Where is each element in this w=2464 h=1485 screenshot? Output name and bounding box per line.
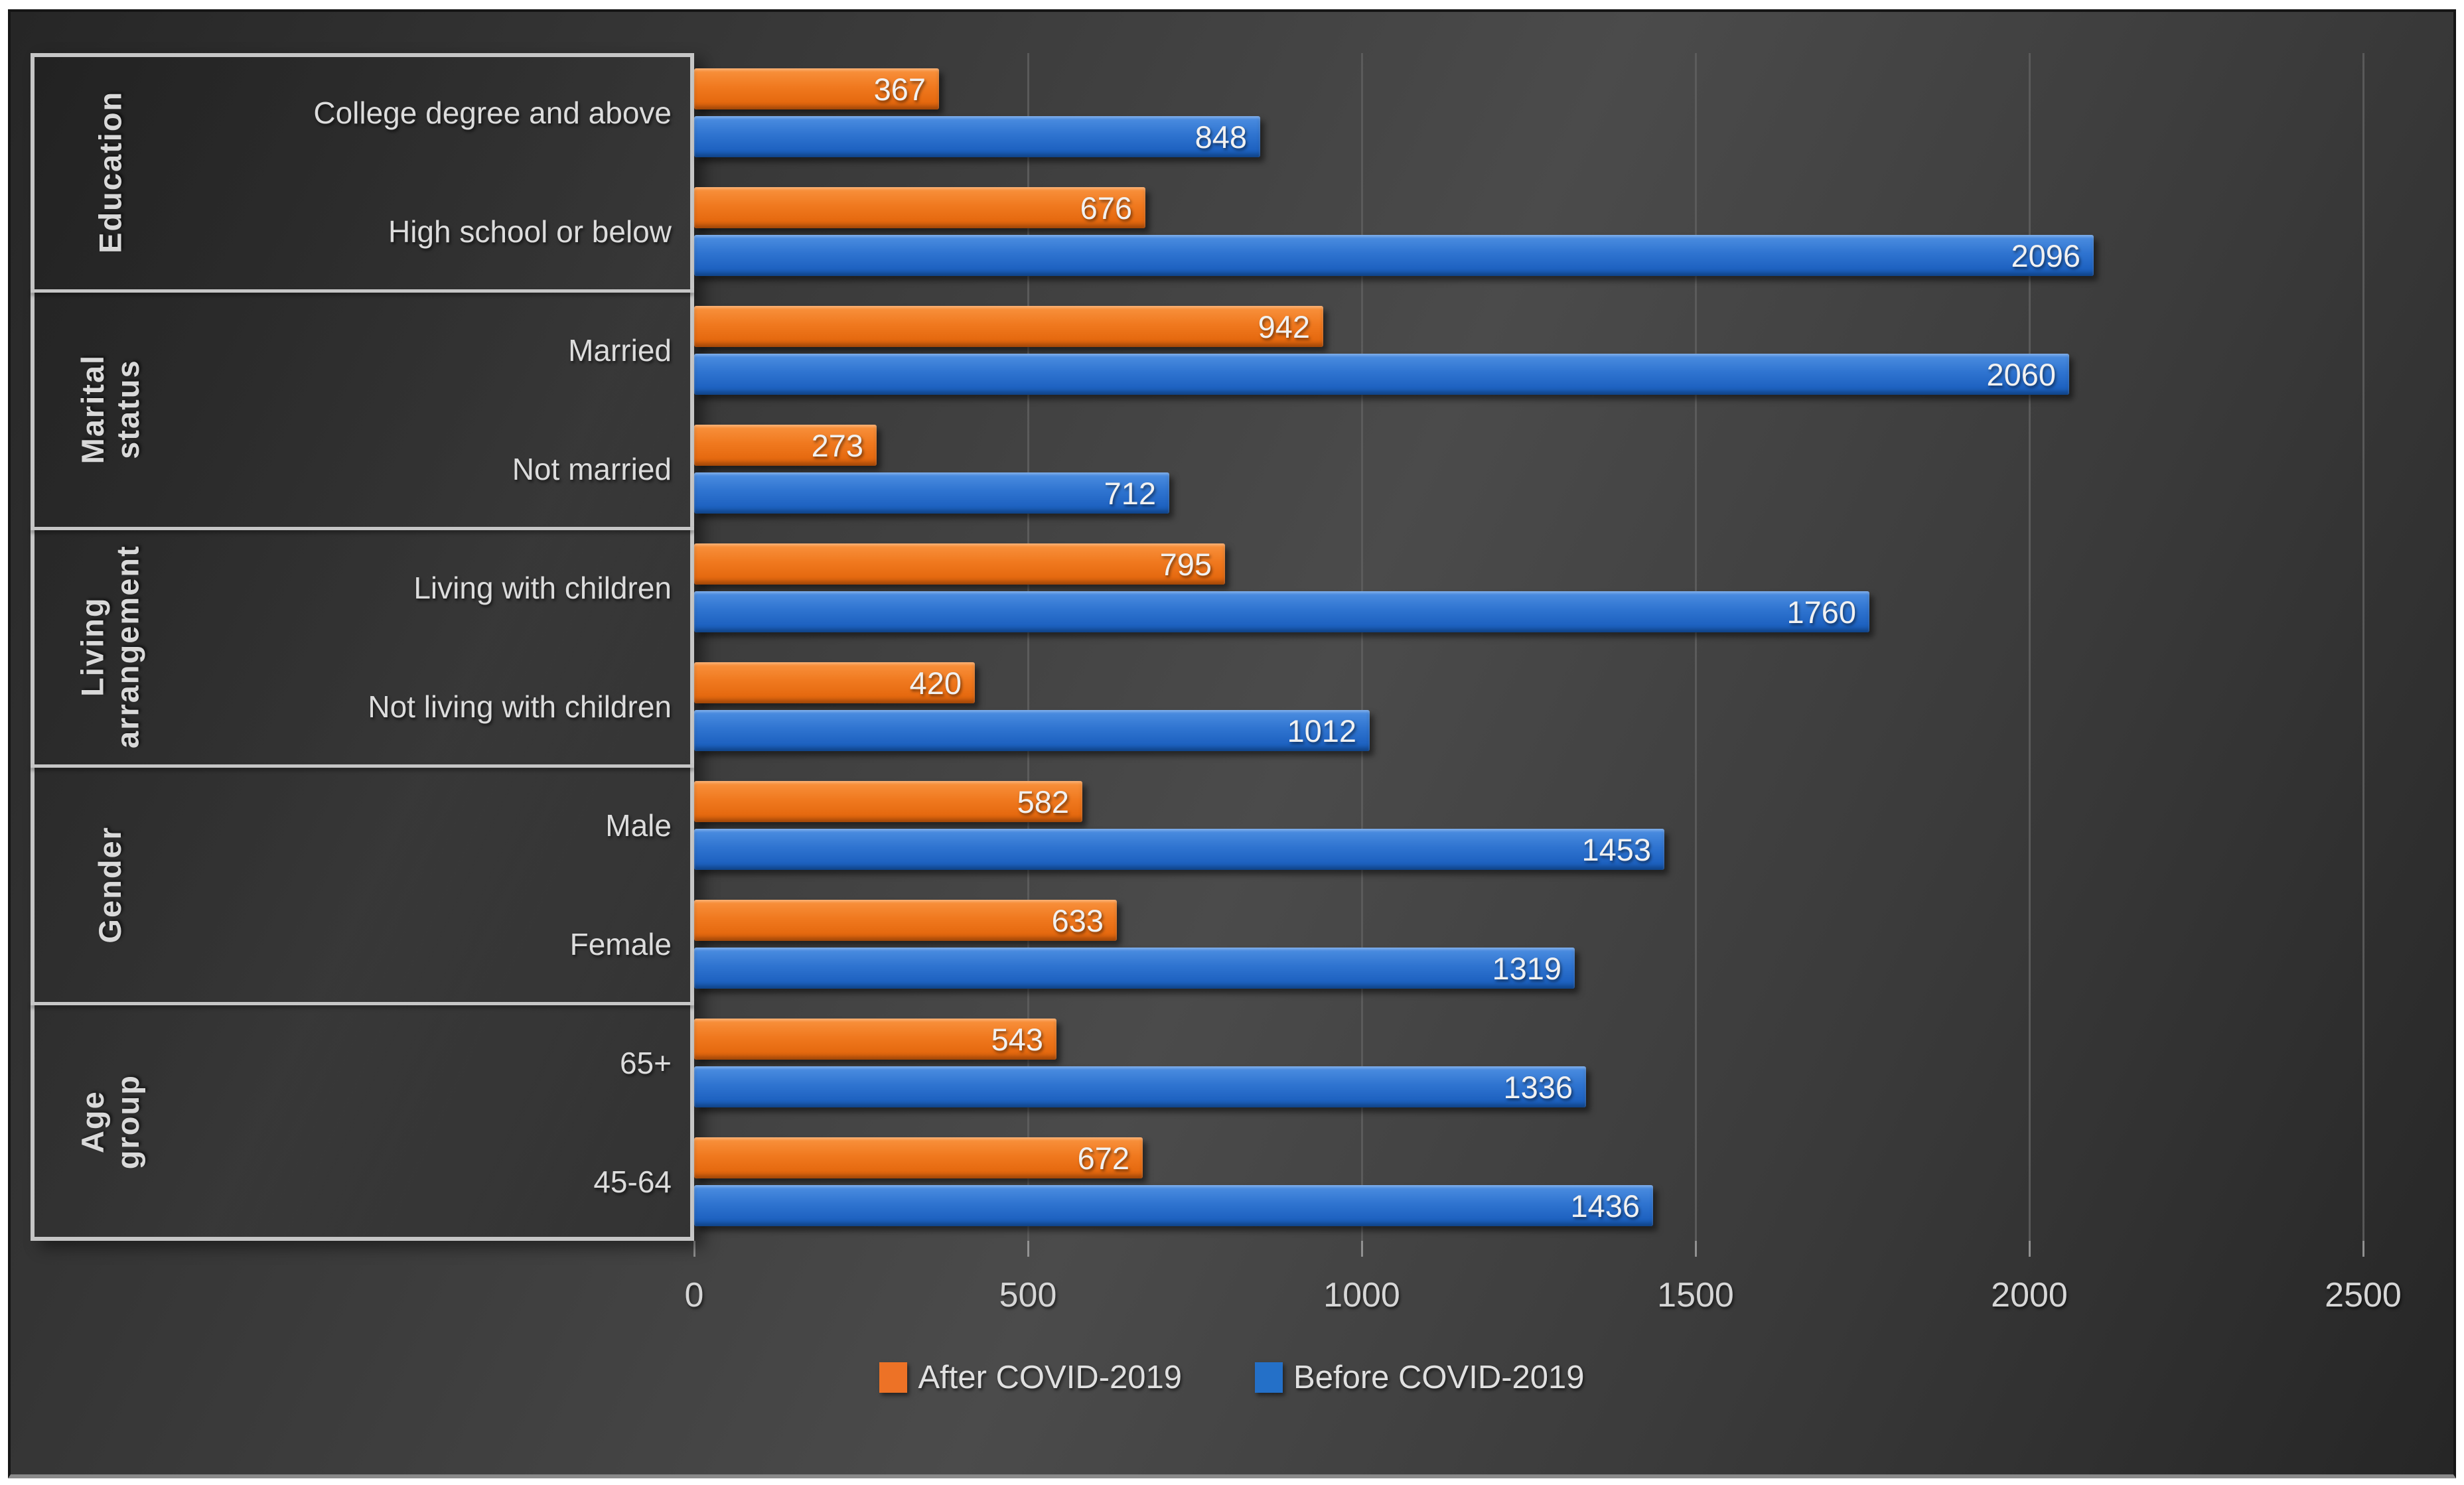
x-axis-tick-1000 bbox=[1361, 1241, 1363, 1257]
category-label: Not living with children bbox=[368, 689, 672, 724]
bar-value-label: 582 bbox=[1017, 784, 1069, 819]
gridline-2000 bbox=[2029, 53, 2031, 1241]
legend: After COVID-2019 Before COVID-2019 bbox=[11, 1359, 2453, 1396]
bar-value-label: 543 bbox=[991, 1021, 1043, 1057]
bar-before: 2060 bbox=[694, 354, 2069, 395]
bar-value-label: 1436 bbox=[1570, 1188, 1640, 1224]
group-label-3: Gender bbox=[92, 825, 128, 944]
gridline-1500 bbox=[1695, 53, 1697, 1241]
category-panel bbox=[31, 53, 694, 1241]
x-axis-tick-2500 bbox=[2362, 1241, 2364, 1257]
bar-value-label: 1012 bbox=[1287, 713, 1356, 748]
group-label-2: Living arrangement bbox=[74, 545, 145, 749]
group-label-0: Education bbox=[92, 90, 128, 253]
x-axis-tick-label-2500: 2500 bbox=[2325, 1276, 2402, 1314]
bar-value-label: 848 bbox=[1195, 119, 1247, 155]
group-label-cell: Living arrangement bbox=[36, 528, 185, 766]
group-divider bbox=[31, 289, 694, 293]
bar-after: 367 bbox=[694, 68, 939, 109]
x-axis-tick-1500 bbox=[1695, 1241, 1697, 1257]
bar-value-label: 942 bbox=[1258, 309, 1310, 344]
category-label: Male bbox=[605, 808, 672, 843]
bar-after: 672 bbox=[694, 1137, 1143, 1178]
bar-value-label: 367 bbox=[873, 71, 926, 107]
group-label-cell: Education bbox=[36, 53, 185, 291]
bar-value-label: 2060 bbox=[1986, 356, 2056, 392]
category-label: College degree and above bbox=[313, 95, 672, 130]
grouped-bar-chart: Education College degree and above High sc… bbox=[8, 9, 2456, 1478]
bar-before: 1012 bbox=[694, 710, 1370, 751]
x-axis-tick-label-0: 0 bbox=[684, 1276, 704, 1314]
bar-after: 420 bbox=[694, 662, 975, 703]
x-axis-tick-0 bbox=[693, 1241, 695, 1257]
bar-before: 1436 bbox=[694, 1185, 1653, 1226]
bar-value-label: 420 bbox=[909, 665, 962, 701]
group-label-cell: Age group bbox=[36, 1003, 185, 1241]
group-divider bbox=[31, 1002, 694, 1005]
bar-before: 2096 bbox=[694, 235, 2094, 276]
x-axis-tick-2000 bbox=[2029, 1241, 2031, 1257]
bar-after: 273 bbox=[694, 425, 877, 466]
group-divider bbox=[31, 764, 694, 768]
x-axis-tick-label-1000: 1000 bbox=[1323, 1276, 1400, 1314]
bar-value-label: 633 bbox=[1051, 902, 1104, 938]
gridline-2500 bbox=[2362, 53, 2364, 1241]
category-label: Not married bbox=[512, 451, 672, 486]
group-divider bbox=[31, 527, 694, 530]
bar-value-label: 712 bbox=[1104, 475, 1156, 511]
bar-value-label: 676 bbox=[1080, 190, 1132, 226]
legend-item-after: After COVID-2019 bbox=[879, 1359, 1182, 1396]
group-label-cell: Marital status bbox=[36, 291, 185, 528]
x-axis-tick-label-1500: 1500 bbox=[1657, 1276, 1734, 1314]
legend-label-before: Before COVID-2019 bbox=[1293, 1360, 1585, 1395]
bar-value-label: 1453 bbox=[1581, 831, 1651, 867]
group-label-4: Age group bbox=[74, 1074, 145, 1170]
category-label: Married bbox=[568, 332, 672, 368]
category-label: Living with children bbox=[413, 570, 672, 605]
bar-before: 712 bbox=[694, 472, 1169, 514]
bar-before: 1319 bbox=[694, 948, 1575, 989]
bar-value-label: 2096 bbox=[2011, 238, 2080, 273]
bar-value-label: 1760 bbox=[1786, 594, 1856, 630]
category-label: 45-64 bbox=[593, 1164, 672, 1199]
bar-value-label: 795 bbox=[1159, 546, 1212, 582]
bar-before: 1336 bbox=[694, 1066, 1586, 1107]
legend-label-after: After COVID-2019 bbox=[918, 1360, 1183, 1395]
group-label-cell: Gender bbox=[36, 766, 185, 1003]
bar-value-label: 273 bbox=[811, 427, 863, 463]
bar-after: 942 bbox=[694, 306, 1323, 347]
gridline-1000 bbox=[1361, 53, 1363, 1241]
legend-swatch-after bbox=[879, 1362, 908, 1393]
category-label: 65+ bbox=[619, 1045, 672, 1080]
x-axis-tick-label-2000: 2000 bbox=[1991, 1276, 2068, 1314]
bar-before: 1453 bbox=[694, 829, 1664, 870]
bar-after: 676 bbox=[694, 187, 1145, 228]
bar-value-label: 672 bbox=[1077, 1140, 1129, 1176]
legend-item-before: Before COVID-2019 bbox=[1255, 1359, 1585, 1396]
bar-after: 582 bbox=[694, 781, 1082, 822]
gridline-500 bbox=[1027, 53, 1029, 1241]
x-axis-tick-500 bbox=[1027, 1241, 1029, 1257]
bar-before: 848 bbox=[694, 116, 1260, 157]
bar-before: 1760 bbox=[694, 591, 1869, 632]
bar-value-label: 1336 bbox=[1503, 1069, 1573, 1105]
bar-after: 633 bbox=[694, 900, 1117, 941]
bar-after: 543 bbox=[694, 1019, 1056, 1060]
category-label: Female bbox=[569, 926, 672, 961]
bar-after: 795 bbox=[694, 543, 1225, 585]
bar-value-label: 1319 bbox=[1492, 950, 1561, 986]
category-label: High school or below bbox=[388, 214, 672, 249]
legend-swatch-before bbox=[1255, 1362, 1283, 1393]
group-label-1: Marital status bbox=[74, 354, 145, 464]
x-axis-tick-label-500: 500 bbox=[999, 1276, 1057, 1314]
